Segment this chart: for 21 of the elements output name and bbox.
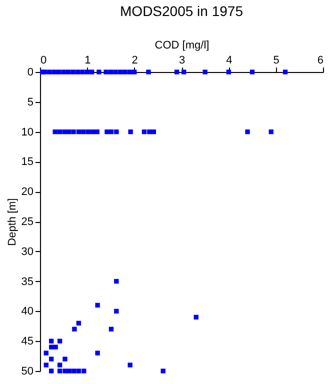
x-tick-label: 3	[178, 54, 186, 66]
x-tick-label: 1	[84, 54, 91, 66]
x-tick-label: 2	[132, 54, 138, 66]
x-tick-label: 5	[273, 54, 280, 66]
y-tick-label: 0	[27, 66, 34, 78]
y-tick-label: 30	[21, 246, 34, 258]
y-axis-title: Depth [m]	[6, 198, 18, 246]
y-tick-label: 20	[21, 186, 34, 198]
x-axis-title: COD [mg/l]	[154, 40, 210, 52]
y-tick-label: 15	[21, 156, 34, 168]
y-tick-label: 40	[21, 306, 34, 318]
chart-title: MODS2005 in 1975	[120, 3, 244, 19]
y-tick-label: 50	[21, 366, 34, 378]
y-tick-label: 45	[21, 336, 34, 348]
y-tick-label: 25	[21, 216, 34, 228]
x-tick-label: 4	[226, 54, 232, 66]
x-tick-label: 6	[317, 54, 324, 66]
x-tick-label: 0	[40, 54, 47, 66]
y-tick-label: 5	[27, 96, 34, 108]
y-tick-label: 35	[21, 276, 34, 288]
y-tick-label: 10	[21, 126, 34, 138]
